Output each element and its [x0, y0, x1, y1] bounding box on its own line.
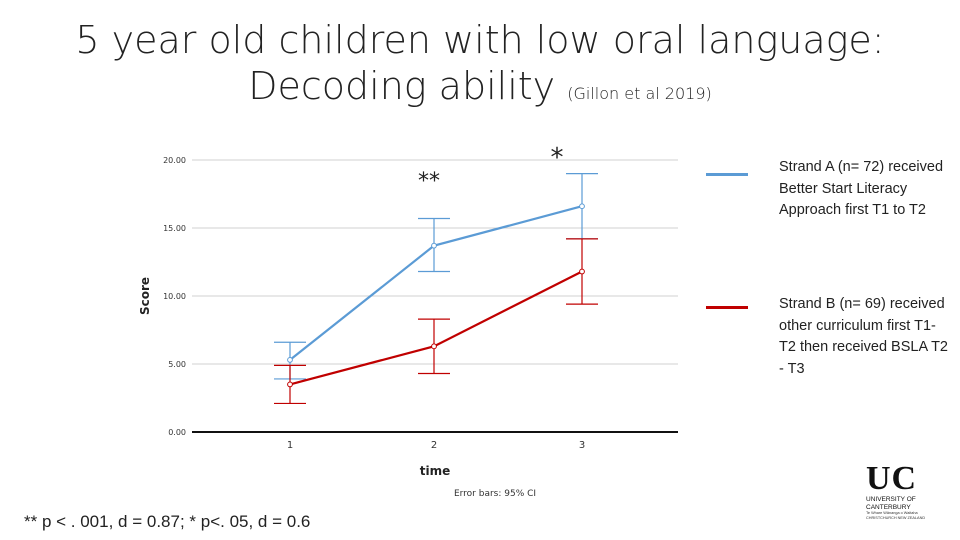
slide-title-line1: 5 year old children with low oral langua…	[75, 18, 885, 62]
logo-mark: UC	[866, 460, 918, 497]
data-point	[579, 268, 585, 275]
y-tick-label: 15.00	[163, 224, 186, 233]
y-axis-label: Score	[138, 277, 152, 315]
y-tick-label: 5.00	[168, 360, 186, 369]
logo-line4: CHRISTCHURCH NEW ZEALAND	[866, 515, 926, 520]
y-tick-label: 10.00	[163, 292, 186, 301]
series-line	[289, 205, 583, 361]
series-line	[289, 270, 583, 386]
slide-title-citation: (Gillon et al 2019)	[567, 84, 712, 103]
x-tick-label: 3	[579, 440, 585, 451]
footnote-statistics: ** p < . 001, d = 0.87; * p<. 05, d = 0.…	[24, 512, 311, 531]
legend-line-strand-a	[706, 173, 748, 176]
university-logo: UC UNIVERSITY OF CANTERBURY Te Whare Wān…	[866, 462, 948, 528]
logo-line1: UNIVERSITY OF	[866, 496, 916, 503]
data-point	[287, 381, 293, 388]
x-tick-label: 1	[287, 440, 293, 451]
y-tick-label: 20.00	[163, 156, 186, 165]
legend-text-strand-b: Strand B (n= 69) received other curricul…	[779, 296, 949, 377]
logo-line3: Te Whare Wānanga o Waitaha	[866, 511, 918, 515]
data-point	[579, 203, 585, 210]
data-point	[431, 242, 437, 249]
data-point	[287, 357, 293, 363]
decoding-line-chart: 0.00 5.00 10.00 15.00 20.00 1 2 3 time Score Error…	[138, 143, 678, 499]
legend-text-strand-a: Strand A (n= 72) received Better Start L…	[779, 159, 944, 218]
slide-title-line2: Decoding ability (Gillon et al 2019)	[0, 66, 960, 114]
slide-title-main: Decoding ability	[248, 64, 556, 108]
logo-line2: CANTERBURY	[866, 503, 911, 511]
x-axis-label: time	[420, 464, 451, 478]
x-tick-label: 2	[431, 440, 437, 451]
legend-line-strand-b	[706, 306, 748, 309]
significance-marker: **	[418, 169, 440, 194]
y-tick-label: 0.00	[168, 428, 186, 437]
error-bar-note: Error bars: 95% CI	[454, 489, 536, 499]
data-point	[431, 343, 437, 350]
significance-marker: *	[551, 143, 564, 173]
